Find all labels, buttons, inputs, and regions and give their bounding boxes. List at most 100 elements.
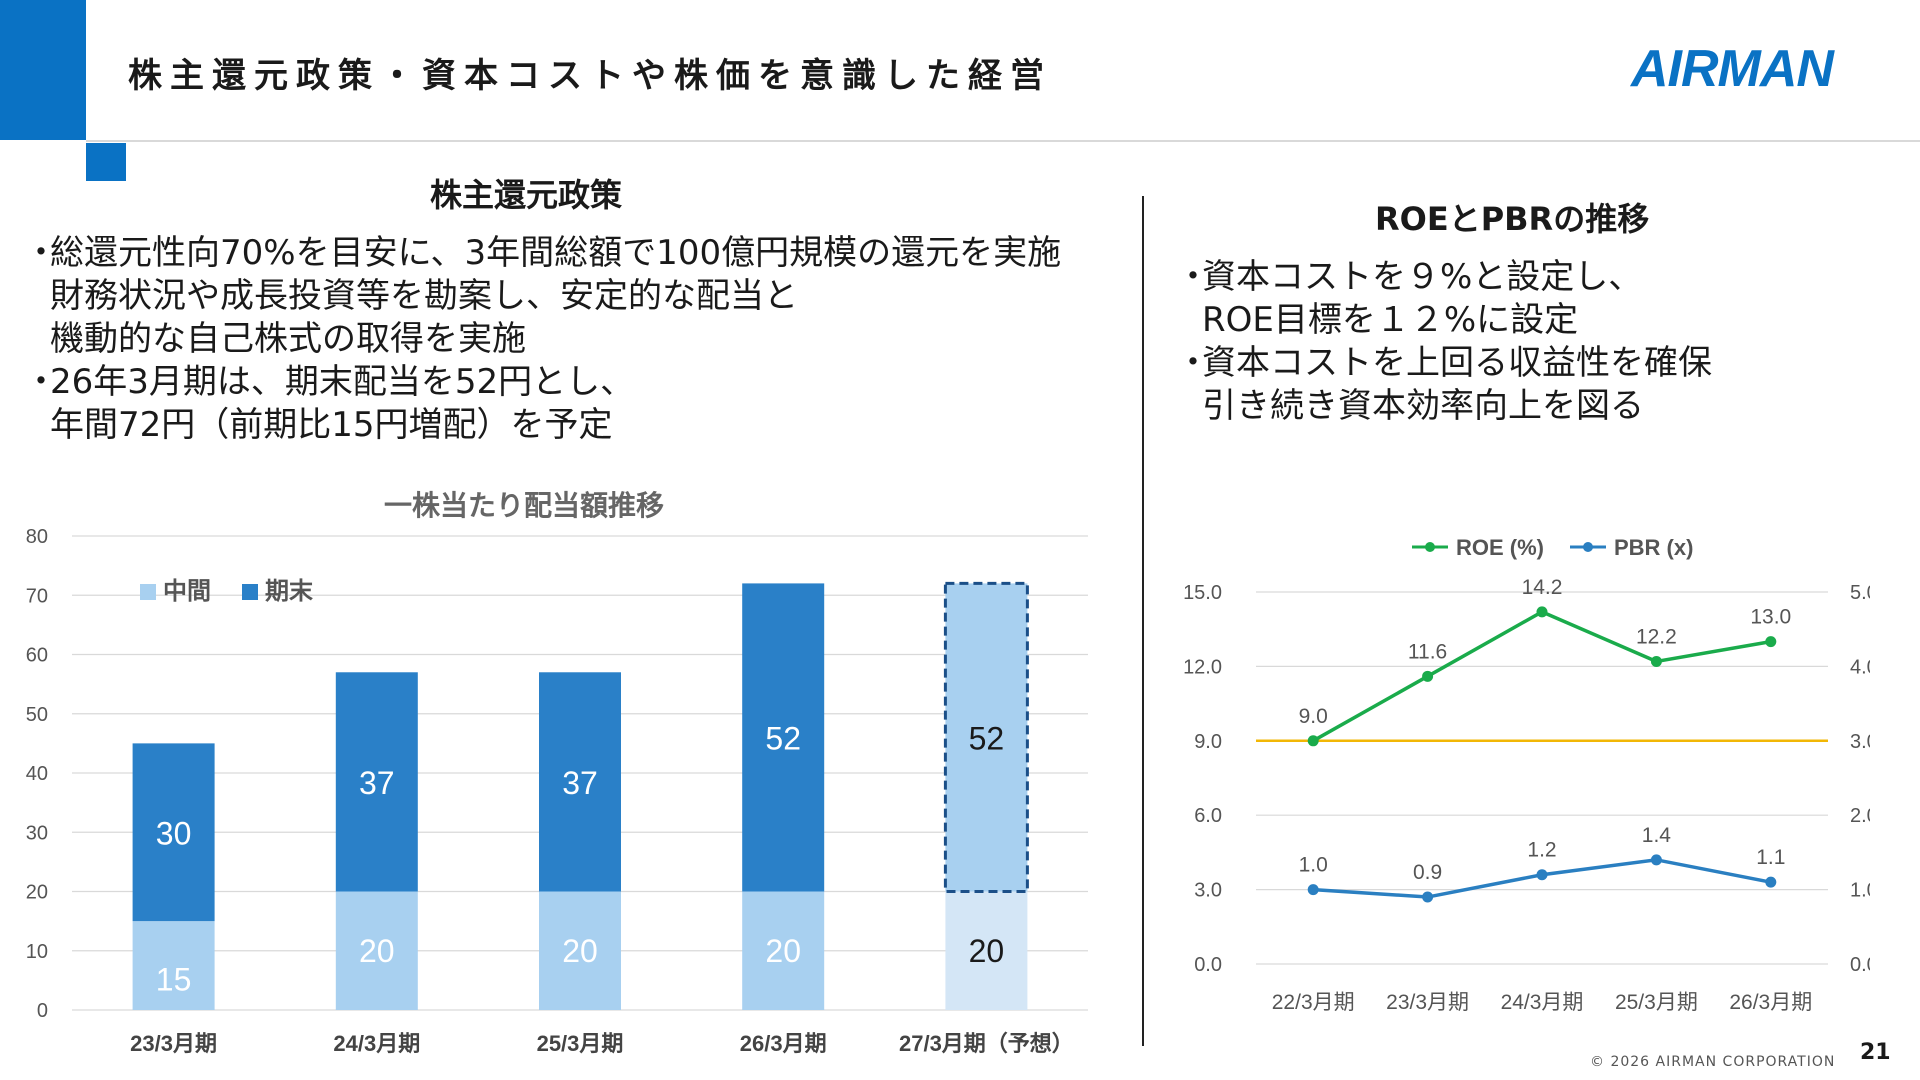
data-label: 12.2 — [1636, 625, 1677, 648]
y-left-tick-label: 0.0 — [1194, 954, 1222, 976]
y-right-tick-label: 5.0 — [1850, 582, 1870, 604]
header-accent-block — [0, 0, 86, 140]
data-label-final: 52 — [765, 720, 801, 756]
y-tick-label: 70 — [26, 585, 48, 607]
legend-marker — [1425, 542, 1435, 552]
bullet-mark: ・ — [1176, 343, 1210, 383]
bullet-line: ・26年3月期は、期末配当を52円とし、 — [24, 361, 1061, 404]
bullet-mark: ・ — [1176, 257, 1210, 297]
page-title: 株主還元政策・資本コストや株価を意識した経営 — [128, 56, 1052, 96]
data-label-final: 52 — [969, 720, 1005, 756]
legend-swatch-interim — [140, 584, 156, 600]
data-point — [1536, 869, 1548, 881]
bullet-line: ROE目標を１２%に設定 — [1176, 299, 1712, 342]
data-point — [1307, 884, 1319, 896]
header-divider — [86, 140, 1920, 142]
bullet-text: 26年3月期は、期末配当を52円とし、 — [50, 362, 635, 402]
bullet-text: 総還元性向70%を目安に、3年間総額で100億円規模の還元を実施 — [50, 233, 1062, 273]
x-tick-label: 23/3月期 — [1386, 991, 1469, 1014]
data-label-interim: 20 — [562, 933, 598, 969]
data-point — [1650, 854, 1662, 866]
data-label: 11.6 — [1408, 640, 1447, 663]
data-point — [1422, 891, 1434, 903]
data-label: 1.0 — [1299, 854, 1328, 877]
data-label: 0.9 — [1413, 861, 1442, 884]
x-tick-label: 24/3月期 — [1501, 991, 1584, 1014]
bullet-text: 資本コストを９%と設定し、 — [1202, 257, 1643, 297]
bullet-mark: ・ — [24, 233, 58, 273]
y-right-tick-label: 4.0 — [1850, 656, 1870, 678]
legend-label: ROE (%) — [1456, 535, 1544, 560]
bar-final — [335, 672, 418, 892]
bullet-text: 年間72円（前期比15円増配）を予定 — [50, 405, 613, 445]
y-tick-label: 30 — [26, 822, 48, 844]
bullet-text: 財務状況や成長投資等を勘案し、安定的な配当と — [50, 276, 798, 316]
y-right-tick-label: 1.0 — [1850, 880, 1870, 902]
legend-label-final: 期末 — [265, 578, 314, 605]
bar-interim — [945, 891, 1028, 1010]
data-label-interim: 20 — [765, 933, 801, 969]
y-tick-label: 0 — [37, 1000, 48, 1022]
data-label-interim: 15 — [156, 962, 192, 998]
y-tick-label: 40 — [26, 763, 48, 785]
section-divider — [1142, 196, 1144, 1046]
bar-final — [742, 583, 825, 892]
data-label-interim: 20 — [359, 933, 395, 969]
page-number: 21 — [1860, 1040, 1891, 1065]
x-tick-label: 23/3月期 — [130, 1031, 217, 1056]
legend-label: PBR (x) — [1614, 535, 1693, 560]
y-right-tick-label: 0.0 — [1850, 954, 1870, 976]
y-left-tick-label: 3.0 — [1194, 880, 1222, 902]
bullet-line: 機動的な自己株式の取得を実施 — [24, 318, 1061, 361]
bullet-line: ・総還元性向70%を目安に、3年間総額で100億円規模の還元を実施 — [24, 232, 1061, 275]
airman-logo: AIRMAN — [1629, 40, 1836, 96]
data-label: 1.4 — [1642, 824, 1672, 847]
x-tick-label: 25/3月期 — [1615, 991, 1698, 1014]
data-point — [1536, 606, 1548, 618]
data-point — [1765, 876, 1777, 888]
y-left-tick-label: 12.0 — [1183, 656, 1222, 678]
y-tick-label: 50 — [26, 704, 48, 726]
y-left-tick-label: 15.0 — [1183, 582, 1222, 604]
data-point — [1422, 670, 1434, 682]
data-label-final: 37 — [562, 765, 598, 801]
data-point — [1765, 636, 1777, 648]
data-label-interim: 20 — [969, 933, 1005, 969]
x-tick-label: 25/3月期 — [537, 1031, 624, 1056]
bullet-line: ・資本コストを上回る収益性を確保 — [1176, 342, 1712, 385]
x-tick-label: 26/3月期 — [1729, 991, 1812, 1014]
data-label-final: 37 — [359, 765, 395, 801]
bullet-line: 年間72円（前期比15円増配）を予定 — [24, 404, 1061, 447]
bar-interim — [539, 891, 621, 1010]
roe-pbr-heading: ROEとPBRの推移 — [1375, 200, 1650, 238]
data-label: 13.0 — [1750, 606, 1791, 629]
bullet-line: ・資本コストを９%と設定し、 — [1176, 256, 1712, 299]
chart-title: 一株当たり配当額推移 — [384, 489, 664, 521]
data-label-final: 30 — [156, 815, 192, 851]
svg-text:AIRMAN: AIRMAN — [1629, 40, 1835, 96]
x-tick-label: 24/3月期 — [333, 1031, 420, 1056]
legend-marker — [1583, 542, 1593, 552]
bar-interim — [132, 921, 215, 1010]
bar-final — [943, 581, 1029, 894]
x-tick-label: 27/3月期（予想） — [899, 1031, 1074, 1056]
bar-final — [539, 672, 621, 892]
roe-pbr-bullets: ・資本コストを９%と設定し、 ROE目標を１２%に設定 ・資本コストを上回る収益性を… — [1176, 256, 1712, 428]
data-label: 1.1 — [1756, 846, 1785, 869]
data-point — [1650, 655, 1662, 667]
bar-interim — [742, 891, 825, 1010]
data-label: 14.2 — [1522, 576, 1563, 599]
data-label: 9.0 — [1299, 705, 1328, 728]
bar-interim — [335, 891, 418, 1010]
bullet-line: 財務状況や成長投資等を勘案し、安定的な配当と — [24, 275, 1061, 318]
x-tick-label: 26/3月期 — [740, 1031, 827, 1056]
bullet-line: 引き続き資本効率向上を図る — [1176, 385, 1712, 428]
roe-pbr-chart: 0.0 3.0 6.0 9.0 12.0 15.0 0.0 1.0 2.0 3.0 4.0 5.0 9.… — [1183, 535, 1870, 1014]
data-label: 1.2 — [1527, 839, 1556, 862]
data-point — [1307, 735, 1319, 747]
y-tick-label: 80 — [26, 526, 48, 548]
y-right-tick-label: 3.0 — [1850, 731, 1870, 753]
y-tick-label: 10 — [26, 941, 48, 963]
bullet-mark: ・ — [24, 362, 58, 402]
shareholder-return-heading: 株主還元政策 — [430, 176, 623, 214]
